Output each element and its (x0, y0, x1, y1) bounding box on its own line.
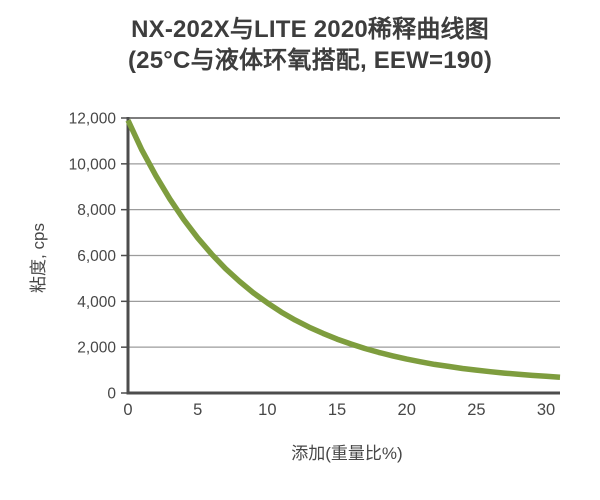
axes (126, 117, 560, 395)
y-tick-label: 4,000 (77, 294, 116, 311)
x-tick-label: 0 (123, 401, 132, 419)
y-tick-label: 10,000 (69, 156, 117, 173)
chart-title-line1: NX-202X与LITE 2020稀释曲线图 (131, 16, 489, 43)
x-axis-title: 添加(重量比%) (291, 444, 402, 463)
y-axis-title: 粘度, cps (29, 223, 48, 293)
gridlines (128, 117, 560, 348)
x-tick-label: 5 (193, 401, 202, 419)
y-tick-label: 6,000 (77, 248, 116, 265)
x-tick-label: 30 (537, 401, 555, 419)
y-axis-tick-labels: 0 2,000 4,000 6,000 8,000 10,000 12,000 (69, 111, 117, 403)
x-tick-label: 10 (258, 401, 276, 419)
data-series (125, 119, 561, 380)
x-axis-tick-labels: 0 5 10 15 20 25 30 (123, 401, 555, 419)
y-tick-label: 2,000 (77, 340, 116, 357)
x-tick-label: 20 (398, 401, 416, 419)
y-tick-label: 8,000 (77, 202, 116, 219)
y-tick-label: 12,000 (69, 111, 117, 128)
chart-title: NX-202X与LITE 2020稀释曲线图 (25°C与液体环氧搭配, EEW… (20, 14, 600, 76)
y-tick-label: 0 (107, 386, 116, 403)
x-tick-label: 15 (328, 401, 346, 419)
x-tick-label: 25 (467, 401, 485, 419)
chart-title-line2: (25°C与液体环氧搭配, EEW=190) (127, 47, 493, 74)
viscosity-curve (125, 119, 561, 380)
